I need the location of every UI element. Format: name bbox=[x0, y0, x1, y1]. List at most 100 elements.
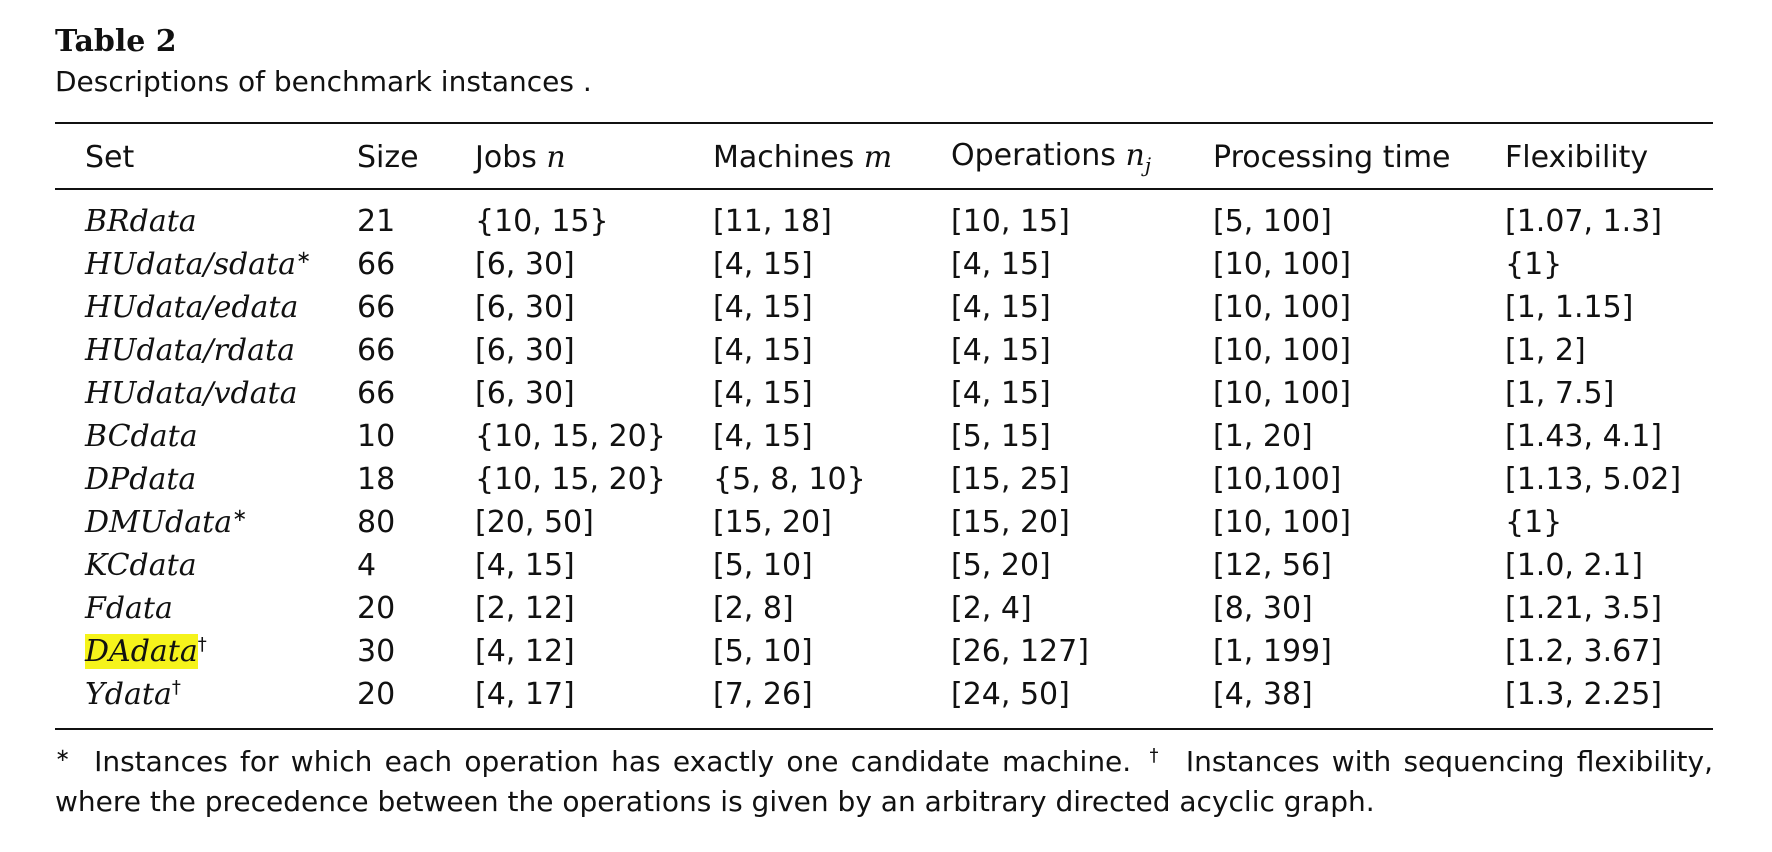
header-machines-symbol: m bbox=[863, 139, 893, 175]
set-name: DMUdata bbox=[85, 505, 233, 540]
cell-operations: [24, 50] bbox=[951, 673, 1213, 730]
set-name: DPdata bbox=[85, 462, 197, 497]
cell-operations: [4, 15] bbox=[951, 333, 1051, 368]
cell-jobs: {10, 15, 20} bbox=[475, 419, 666, 454]
set-footnote-mark: † bbox=[197, 634, 207, 655]
table-row: DMUdata∗ 80 [20, 50] [15, 20] [15, 20] [10, 1… bbox=[55, 501, 1713, 544]
table-row: BRdata 21 {10, 15} [11, 18] [10, 15] [5, 100]… bbox=[55, 189, 1713, 243]
header-operations-symbol: nj bbox=[1125, 138, 1151, 177]
header-machines-label: Machines bbox=[713, 139, 855, 175]
cell-machines: [11, 18] bbox=[713, 204, 832, 239]
set-name: HUdata/vdata bbox=[85, 376, 298, 411]
cell-operations: [5, 20] bbox=[951, 548, 1051, 583]
cell-size: 80 bbox=[357, 505, 396, 540]
cell-machines: [4, 15] bbox=[713, 247, 813, 282]
set-name: HUdata/edata bbox=[85, 290, 299, 325]
cell-jobs: [20, 50] bbox=[475, 505, 594, 540]
cell-processing-time: [1, 20] bbox=[1213, 419, 1313, 454]
cell-flexibility: [1.0, 2.1] bbox=[1505, 548, 1643, 583]
table-caption-title: Table 2 bbox=[55, 24, 177, 59]
table-body: BRdata 21 {10, 15} [11, 18] [10, 15] [5, 100]… bbox=[55, 189, 1713, 730]
cell-flexibility: [1.2, 3.67] bbox=[1505, 634, 1662, 669]
set-name: BRdata bbox=[85, 204, 197, 239]
cell-processing-time: [1, 199] bbox=[1213, 634, 1332, 669]
table-header: Set Size Jobs n Machines m Operations nj… bbox=[55, 122, 1713, 190]
cell-processing-time: [10, 100] bbox=[1213, 290, 1351, 325]
table-figure: Table 2 Descriptions of benchmark instan… bbox=[55, 22, 1713, 822]
cell-flexibility: [1.07, 1.3] bbox=[1505, 204, 1662, 239]
header-row: Set Size Jobs n Machines m Operations nj… bbox=[55, 122, 1713, 190]
header-operations: Operations nj bbox=[951, 122, 1213, 190]
footnote-star-text: Instances for which each operation has e… bbox=[94, 745, 1132, 778]
cell-machines: [4, 15] bbox=[713, 419, 813, 454]
footnote-star-mark: ∗ bbox=[55, 744, 71, 766]
table-row: HUdata/sdata∗ 66 [6, 30] [4, 15] [4, 15] [10,… bbox=[55, 243, 1713, 286]
cell-set: BRdata bbox=[55, 189, 357, 243]
set-name: KCdata bbox=[85, 548, 197, 583]
cell-set: Fdata bbox=[55, 587, 357, 630]
set-name: BCdata bbox=[85, 419, 198, 454]
cell-flexibility: {1} bbox=[1505, 505, 1563, 540]
cell-jobs: [6, 30] bbox=[475, 290, 575, 325]
cell-flexibility: {1} bbox=[1505, 247, 1563, 282]
cell-operations: [10, 15] bbox=[951, 204, 1070, 239]
cell-jobs: [4, 15] bbox=[475, 548, 575, 583]
cell-machines: [4, 15] bbox=[713, 333, 813, 368]
cell-operations: [15, 25] bbox=[951, 462, 1070, 497]
cell-operations: [4, 15] bbox=[951, 290, 1051, 325]
cell-jobs: [4, 17] bbox=[475, 673, 713, 730]
table-row: Ydata† 20 [4, 17] [7, 26] [24, 50] [4, 38] [1.… bbox=[55, 673, 1713, 730]
cell-machines: {5, 8, 10} bbox=[713, 462, 866, 497]
cell-operations: [26, 127] bbox=[951, 634, 1089, 669]
footnote-dagger-text: Instances with sequencing flexibility, w… bbox=[55, 745, 1714, 818]
table-row: DAdata† 30 [4, 12] [5, 10] [26, 127] [1, 199]… bbox=[55, 630, 1713, 673]
cell-machines: [2, 8] bbox=[713, 591, 794, 626]
header-jobs-label: Jobs bbox=[475, 139, 537, 175]
cell-flexibility: [1, 2] bbox=[1505, 333, 1586, 368]
header-processing-time: Processing time bbox=[1213, 122, 1505, 190]
cell-operations: [15, 20] bbox=[951, 505, 1070, 540]
header-operations-subscript: j bbox=[1144, 152, 1152, 177]
header-size: Size bbox=[357, 122, 475, 190]
set-name: DAdata bbox=[85, 634, 198, 669]
cell-processing-time: [10, 100] bbox=[1213, 376, 1351, 411]
table-row: Fdata 20 [2, 12] [2, 8] [2, 4] [8, 30] [1.21, … bbox=[55, 587, 1713, 630]
cell-operations: [2, 4] bbox=[951, 591, 1032, 626]
cell-set: Ydata† bbox=[55, 673, 357, 730]
cell-processing-time: [4, 38] bbox=[1213, 673, 1505, 730]
header-set: Set bbox=[55, 122, 357, 190]
cell-set: DMUdata∗ bbox=[55, 501, 357, 544]
cell-size: 66 bbox=[357, 333, 396, 368]
cell-operations: [4, 15] bbox=[951, 247, 1051, 282]
table-caption-description: Descriptions of benchmark instances . bbox=[55, 65, 592, 98]
header-operations-label: Operations bbox=[951, 137, 1116, 173]
cell-jobs: [6, 30] bbox=[475, 247, 575, 282]
cell-flexibility: [1.21, 3.5] bbox=[1505, 591, 1662, 626]
cell-set: DPdata bbox=[55, 458, 357, 501]
set-name: Ydata bbox=[85, 677, 172, 712]
cell-jobs: [6, 30] bbox=[475, 376, 575, 411]
set-footnote-mark: ∗ bbox=[296, 247, 312, 268]
cell-jobs: [6, 30] bbox=[475, 333, 575, 368]
set-footnote-mark: † bbox=[171, 677, 181, 698]
set-name: HUdata/sdata bbox=[85, 247, 297, 282]
cell-size: 4 bbox=[357, 548, 377, 583]
cell-operations: [4, 15] bbox=[951, 376, 1051, 411]
cell-size: 20 bbox=[357, 673, 475, 730]
cell-processing-time: [10, 100] bbox=[1213, 333, 1351, 368]
cell-processing-time: [10,100] bbox=[1213, 462, 1342, 497]
cell-flexibility: [1.13, 5.02] bbox=[1505, 462, 1682, 497]
header-jobs-symbol: n bbox=[546, 139, 566, 175]
table-footnote: ∗ Instances for which each operation has … bbox=[55, 742, 1713, 822]
cell-size: 30 bbox=[357, 634, 396, 669]
table-row: KCdata 4 [4, 15] [5, 10] [5, 20] [12, 56] [1.0… bbox=[55, 544, 1713, 587]
cell-size: 20 bbox=[357, 591, 396, 626]
cell-set: HUdata/sdata∗ bbox=[55, 243, 357, 286]
cell-operations: [5, 15] bbox=[951, 419, 1051, 454]
cell-set: BCdata bbox=[55, 415, 357, 458]
cell-set: DAdata† bbox=[55, 630, 357, 673]
cell-processing-time: [10, 100] bbox=[1213, 247, 1351, 282]
cell-size: 66 bbox=[357, 290, 396, 325]
cell-jobs: {10, 15} bbox=[475, 204, 609, 239]
header-flexibility: Flexibility bbox=[1505, 122, 1713, 190]
